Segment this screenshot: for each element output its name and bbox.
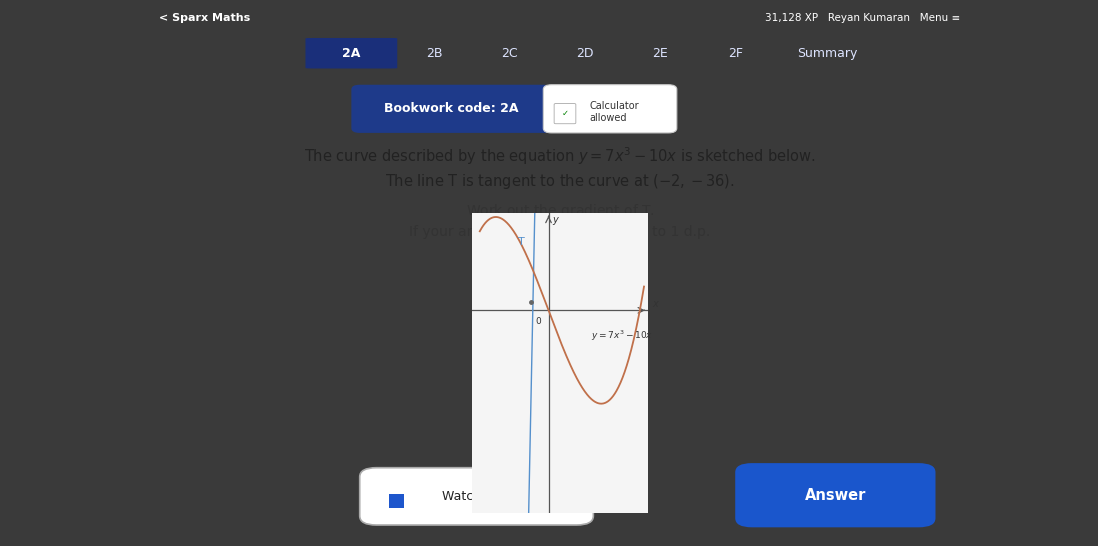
FancyBboxPatch shape [360,468,593,525]
FancyBboxPatch shape [351,85,551,133]
Text: If your answer is a decimal, give it to 1 d.p.: If your answer is a decimal, give it to … [410,225,710,240]
Text: 2D: 2D [576,47,594,60]
Text: Summary: Summary [797,47,858,60]
Text: $y=7x^3-10x$: $y=7x^3-10x$ [591,328,652,343]
Text: $y$: $y$ [551,215,560,227]
FancyBboxPatch shape [544,85,676,133]
Text: Watch video: Watch video [434,490,519,503]
Text: Calculator: Calculator [590,101,639,111]
Text: 2F: 2F [728,47,742,60]
Text: T: T [518,238,525,247]
Text: ✓: ✓ [561,109,569,118]
FancyBboxPatch shape [389,494,404,508]
Text: Bookwork code: 2A: Bookwork code: 2A [384,102,518,115]
FancyBboxPatch shape [554,104,575,124]
Text: The curve described by the equation $y = 7x^3 - 10x$ is sketched below.: The curve described by the equation $y =… [304,145,816,167]
Text: < Sparx Maths: < Sparx Maths [159,13,250,23]
Text: Answer: Answer [805,488,866,503]
Text: allowed: allowed [590,113,627,123]
Text: The line $\mathrm{T}$ is tangent to the curve at $(-2, -36)$.: The line $\mathrm{T}$ is tangent to the … [385,171,735,191]
Text: 0: 0 [535,317,541,326]
FancyBboxPatch shape [305,38,397,68]
Text: 2E: 2E [652,47,668,60]
Text: $x$: $x$ [651,299,660,308]
Text: Work out the gradient of $\mathrm{T}$.: Work out the gradient of $\mathrm{T}$. [466,202,654,220]
Text: 2A: 2A [343,47,360,60]
Text: 2C: 2C [502,47,518,60]
FancyBboxPatch shape [736,463,935,527]
Text: 31,128 XP   Reyan Kumaran   Menu ≡: 31,128 XP Reyan Kumaran Menu ≡ [765,13,961,23]
Text: 2B: 2B [426,47,444,60]
